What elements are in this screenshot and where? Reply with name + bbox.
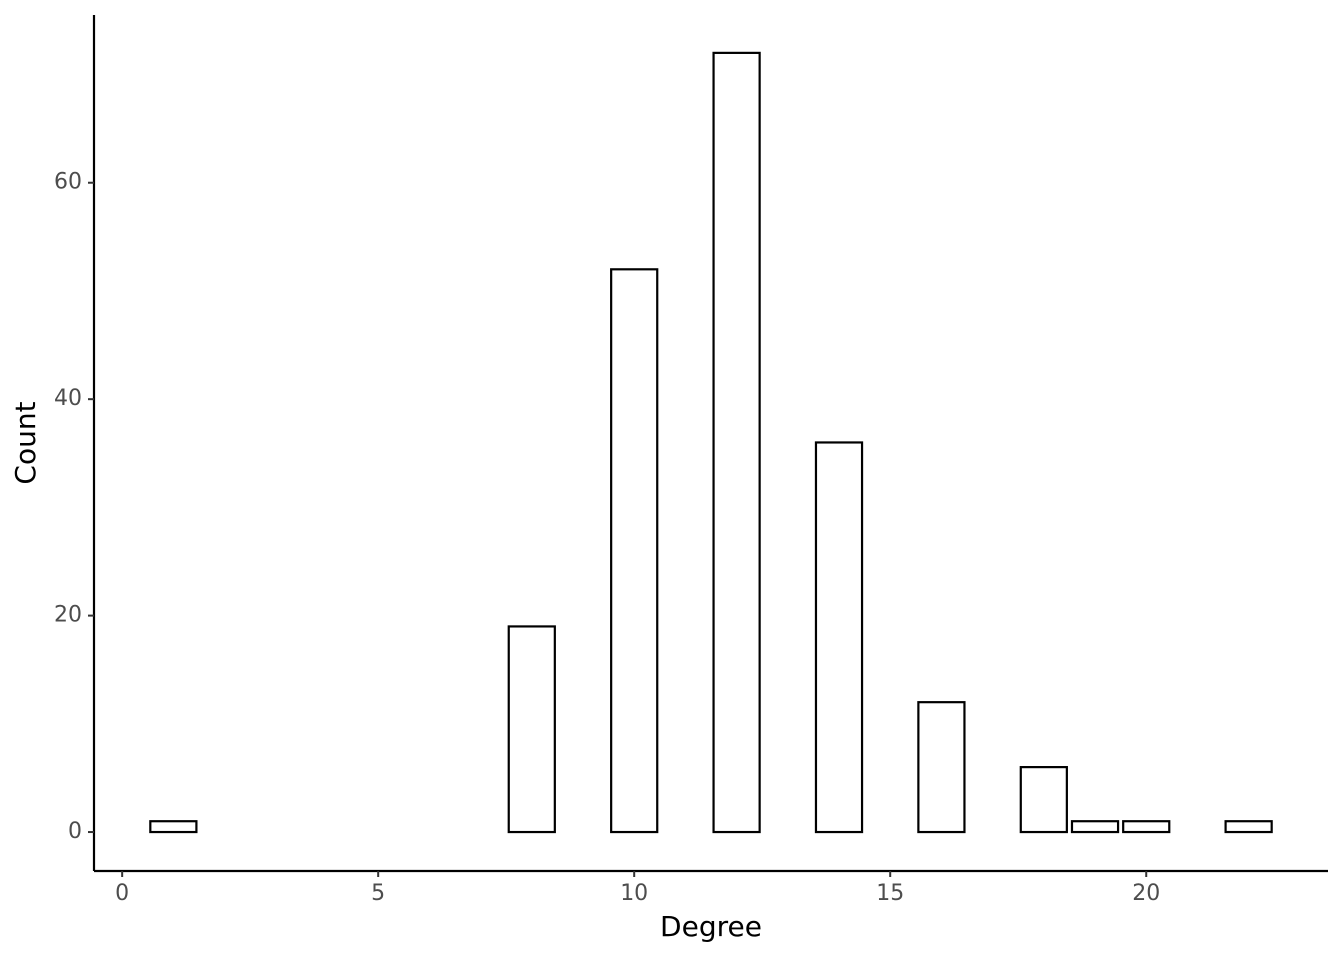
bar: [1122, 820, 1171, 834]
bar: [917, 701, 966, 834]
y-tick-label: 40: [54, 386, 82, 411]
x-tick-label: 0: [115, 881, 129, 906]
bar: [1224, 820, 1273, 834]
x-axis-title: Degree: [660, 910, 762, 943]
x-tick-label: 15: [876, 881, 904, 906]
y-tick-label: 60: [54, 170, 82, 195]
y-tick-label: 20: [54, 603, 82, 628]
x-tick-label: 20: [1132, 881, 1160, 906]
bar: [1019, 766, 1068, 834]
x-tick-label: 10: [620, 881, 648, 906]
bar: [507, 625, 556, 834]
bar: [1070, 820, 1120, 834]
bar: [149, 820, 198, 834]
y-axis-title: Count: [9, 401, 42, 484]
bar: [814, 441, 864, 834]
bar: [712, 51, 761, 834]
bar: [610, 268, 659, 834]
y-tick-label: 0: [68, 819, 82, 844]
x-tick-label: 5: [371, 881, 385, 906]
